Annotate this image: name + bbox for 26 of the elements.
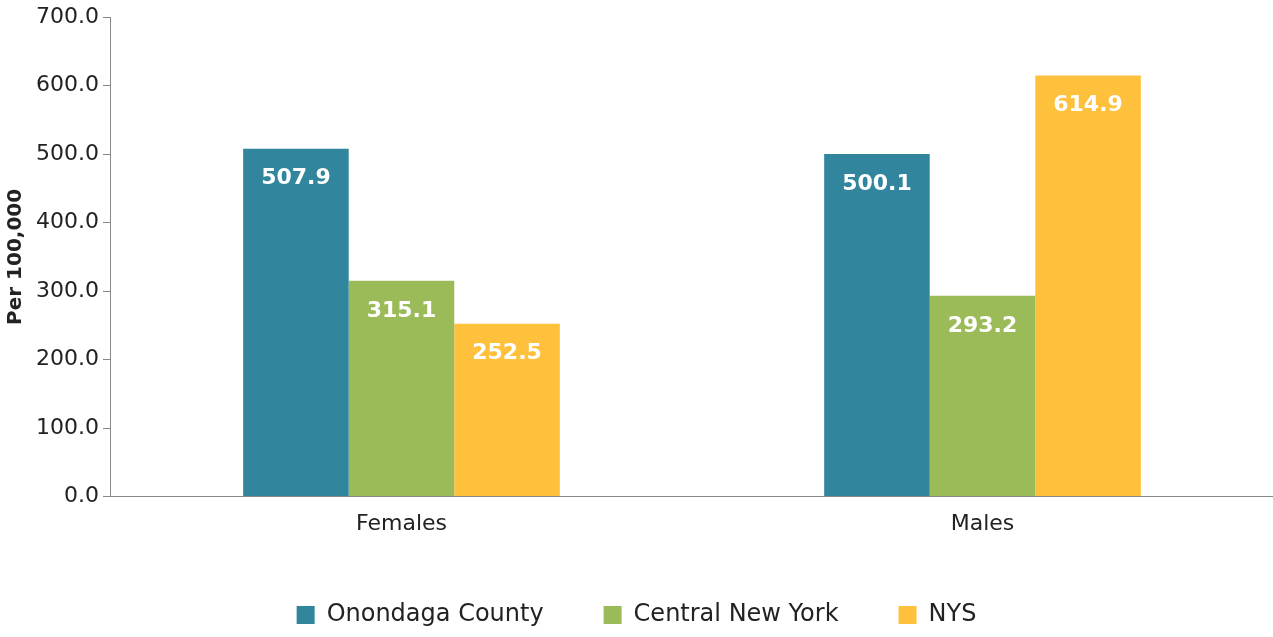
y-tick-label: 0.0: [63, 482, 99, 508]
y-tick-label: 700.0: [36, 2, 99, 28]
y-tick-label: 300.0: [36, 276, 99, 302]
bar: [929, 295, 1036, 497]
y-tick-label: 400.0: [36, 208, 99, 234]
legend-label: Central New York: [633, 599, 839, 628]
x-tick-label: Females: [355, 509, 447, 535]
data-label: 315.1: [366, 296, 437, 322]
data-label: 252.5: [472, 339, 542, 365]
legend-label: Onondaga County: [326, 599, 544, 628]
y-axis-title: Per 100,000: [2, 188, 27, 325]
bar: [1035, 75, 1141, 497]
bar: [243, 148, 349, 497]
data-label: 507.9: [261, 164, 331, 190]
x-tick-label: Males: [950, 509, 1015, 535]
bar: [824, 154, 930, 497]
y-tick-label: 100.0: [36, 413, 99, 439]
y-tick-label: 500.0: [36, 139, 99, 165]
data-label: 500.1: [842, 169, 912, 195]
data-label: 614.9: [1053, 91, 1123, 117]
data-label: 293.2: [947, 311, 1018, 337]
bar: [454, 323, 560, 497]
y-tick-label: 600.0: [36, 71, 99, 97]
legend-label: NYS: [928, 599, 977, 628]
y-tick-label: 200.0: [36, 345, 99, 371]
bar: [348, 280, 455, 497]
